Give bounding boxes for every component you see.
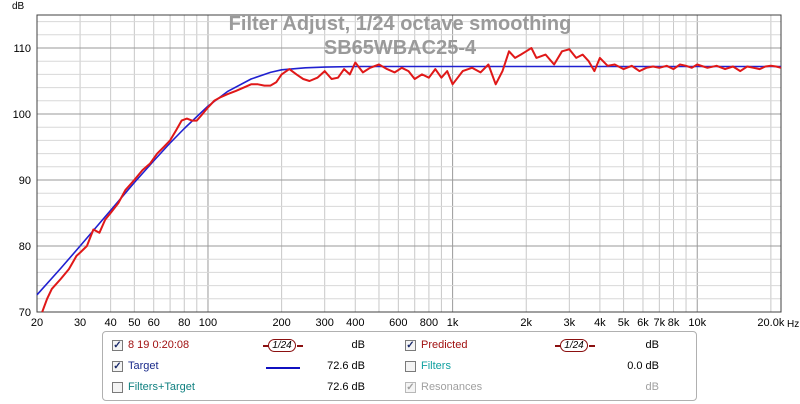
chart-title: Filter Adjust, 1/24 octave smoothing	[229, 13, 572, 35]
legend-panel: ✓ 8 19 0:20:08 1/24 dB ✓ Predicted 1/24 …	[102, 331, 697, 401]
x-tick-label: 300	[316, 317, 334, 329]
x-tick-label: 2k	[520, 317, 532, 329]
plot-area	[37, 15, 781, 312]
legend-row: ✓ Target 72.6 dB Filters 0.0 dB	[103, 359, 698, 377]
legend-label-predicted: Predicted	[421, 339, 468, 351]
axis-labels: 20 30 40 50 60 80 100 200 300 400 600 800 1k 2k 3k 4k 5k…	[13, 43, 785, 329]
x-tick-label: 1k	[447, 317, 459, 329]
x-tick-label: 400	[346, 317, 364, 329]
smoothing-label: 1/24	[560, 339, 588, 352]
x-tick-label: 20	[31, 317, 43, 329]
x-tick-label: 10k	[688, 317, 706, 329]
legend-value-measurement: dB	[351, 339, 365, 351]
x-tick-label: 800	[420, 317, 438, 329]
legend-value-filters: 0.0 dB	[627, 360, 659, 372]
legend-label-filters-target: Filters+Target	[128, 381, 195, 393]
y-tick-label: 90	[19, 175, 31, 187]
legend-label-target: Target	[128, 360, 159, 372]
x-tick-label: 600	[389, 317, 407, 329]
x-tick-label: 40	[105, 317, 117, 329]
legend-label-resonances: Resonances	[421, 381, 483, 393]
checkbox-measurement[interactable]: ✓	[112, 340, 123, 351]
x-tick-label: 7k	[654, 317, 666, 329]
legend-value-filters-target: 72.6 dB	[327, 381, 365, 393]
checkbox-resonances[interactable]: ✓	[405, 382, 416, 393]
smoothing-label: 1/24	[268, 339, 296, 352]
frequency-response-chart: 20 30 40 50 60 80 100 200 300 400 600 800 1k 2k 3k 4k 5k…	[12, 1, 799, 330]
x-tick-label: 100	[199, 317, 217, 329]
chart-subtitle: SB65WBAC25-4	[324, 37, 477, 59]
legend-label-filters: Filters	[421, 360, 451, 372]
x-tick-label: 4k	[594, 317, 606, 329]
checkbox-filters-target[interactable]	[112, 382, 123, 393]
y-tick-label: 110	[13, 43, 31, 55]
x-axis-unit: Hz	[787, 319, 799, 330]
plot-frame	[36, 14, 782, 313]
legend-value-target: 72.6 dB	[327, 360, 365, 372]
y-tick-label: 70	[19, 307, 31, 319]
legend-value-resonances: dB	[645, 381, 659, 393]
smoothing-swatch-predicted[interactable]: 1/24	[555, 338, 595, 354]
checkbox-predicted[interactable]: ✓	[405, 340, 416, 351]
smoothing-swatch-measurement[interactable]: 1/24	[263, 338, 303, 354]
series-line-predicted	[41, 47, 782, 313]
x-tick-label: 3k	[564, 317, 576, 329]
legend-value-predicted: dB	[645, 339, 659, 351]
x-tick-label: 6k	[637, 317, 649, 329]
x-tick-label: 80	[178, 317, 190, 329]
x-tick-label: 30	[74, 317, 86, 329]
checkbox-target[interactable]: ✓	[112, 361, 123, 372]
x-tick-label: 200	[272, 317, 290, 329]
series-lines	[36, 47, 782, 313]
legend-row: Filters+Target 72.6 dB ✓ Resonances dB	[103, 380, 698, 398]
y-axis-unit: dB	[12, 1, 25, 12]
x-tick-label: 50	[128, 317, 140, 329]
x-tick-label: 60	[148, 317, 160, 329]
x-tick-label: 5k	[618, 317, 630, 329]
grid-lines	[36, 15, 781, 313]
legend-row: ✓ 8 19 0:20:08 1/24 dB ✓ Predicted 1/24 …	[103, 338, 698, 356]
y-tick-label: 100	[13, 109, 31, 121]
legend-label-measurement: 8 19 0:20:08	[128, 339, 190, 351]
checkbox-filters[interactable]	[405, 361, 416, 372]
target-line-swatch[interactable]	[266, 367, 300, 369]
y-tick-label: 80	[19, 241, 31, 253]
x-tick-label: 20.0k	[757, 317, 784, 329]
x-tick-label: 8k	[668, 317, 680, 329]
